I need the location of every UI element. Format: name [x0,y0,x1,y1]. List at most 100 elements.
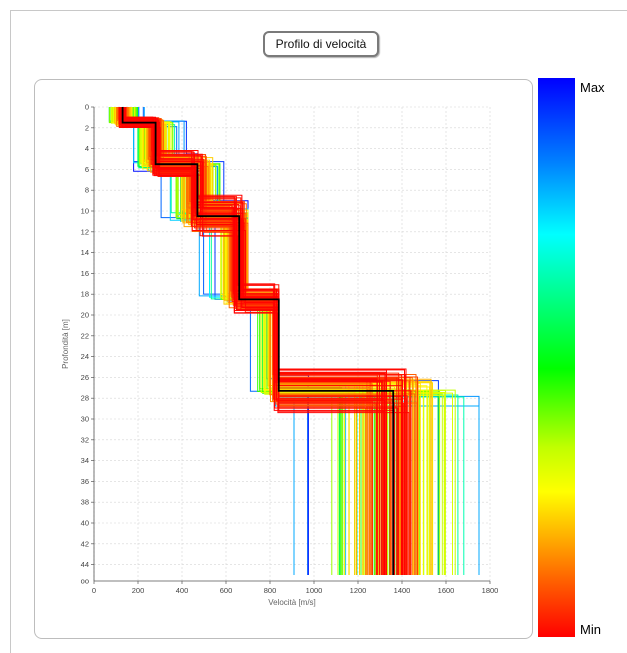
colorbar-max-label: Max [580,80,605,95]
ensemble-profile-line [113,107,446,575]
ensemble-profile-line [130,107,365,575]
ensemble-profile-line [109,107,376,575]
ensemble-profile-line [126,107,373,575]
ensemble-profile-line [128,107,383,575]
ensemble-profile-line [115,107,376,575]
ensemble-profile-line [134,107,362,575]
y-tick-label: 22 [81,331,89,340]
x-tick-label: 1600 [438,586,455,595]
ensemble-profile-line [119,107,378,575]
plot-panel [34,79,533,639]
ensemble-profile-line [126,107,368,575]
ensemble-profile-line [125,107,370,575]
ensemble-profile-line [128,107,357,575]
colorbar-min-label: Min [580,622,601,637]
y-tick-label: 42 [81,539,89,548]
ensemble-profile-line [124,107,358,575]
ensemble-profile-line [113,107,347,575]
ensemble-profile-line [123,107,394,575]
ensemble-profile-line [131,107,364,575]
colorbar [538,78,575,637]
ensemble-profile-line [133,107,343,575]
ensemble-profile-line [127,107,391,575]
y-tick-label: 0 [85,103,89,112]
ensemble-profiles [108,107,480,575]
ensemble-profile-line [114,107,373,575]
x-tick-label: 200 [132,586,145,595]
y-tick-label: 4 [85,144,89,153]
y-tick-label: 38 [81,498,89,507]
y-tick-label: 30 [81,415,89,424]
x-tick-label: 1800 [482,586,499,595]
ensemble-profile-line [124,107,394,575]
x-tick-label: 400 [176,586,189,595]
ensemble-profile-line [142,107,309,575]
ensemble-profile-line [111,107,402,575]
x-tick-label: 1000 [306,586,323,595]
ensemble-profile-line [121,107,407,575]
y-tick-label: 34 [81,456,89,465]
ensemble-profile-line [116,107,346,575]
ensemble-profile-line [120,107,372,575]
ensemble-profile-line [132,107,341,575]
ensemble-profile-line [124,107,410,575]
y-tick-label: 10 [81,207,89,216]
ensemble-profile-line [124,107,356,575]
y-tick-label: 40 [81,519,89,528]
y-tick-label: 28 [81,394,89,403]
ensemble-profile-line [128,107,356,575]
profile-title-button[interactable]: Profilo di velocità [263,31,379,57]
ensemble-profile-line [124,107,373,575]
ensemble-profile-line [122,107,402,575]
y-tick-label: 14 [81,248,89,257]
ensemble-profile-line [120,107,340,575]
y-tick-label: 20 [81,311,89,320]
ensemble-profile-line [122,107,385,575]
y-tick-label: 44 [81,560,89,569]
ensemble-profile-line [119,107,386,575]
y-tick-label: 26 [81,373,89,382]
ensemble-profile-line [108,107,356,575]
ensemble-profile-line [121,107,391,575]
x-tick-label: 1400 [394,586,411,595]
ensemble-profile-line [123,107,384,575]
axes: 0 200 400 600 800 1000 1200 1400 1600 18000246810… [61,103,498,608]
ensemble-profile-line [108,107,375,575]
ensemble-profile-line [121,107,360,575]
y-tick-label: 16 [81,269,89,278]
ensemble-profile-line [123,107,398,575]
x-tick-label: 600 [220,586,233,595]
ensemble-profile-line [120,107,339,575]
y-tick-label: 2 [85,123,89,132]
x-tick-label: 1200 [350,586,367,595]
ensemble-profile-line [123,107,384,575]
ensemble-profile-line [114,107,364,575]
y-tick-label: 18 [81,290,89,299]
ensemble-profile-line [127,107,390,575]
x-axis-title: Velocità [m/s] [268,598,316,607]
y-tick-label: 8 [85,186,89,195]
ensemble-profile-line [119,107,384,575]
y-tick-label: 36 [81,477,89,486]
ensemble-profile-line [130,107,367,575]
y-tick-label: 6 [85,165,89,174]
ensemble-profile-line [125,107,365,575]
ensemble-profile-line [134,107,344,575]
y-axis-title: Profondità [m] [61,319,70,369]
ensemble-profile-line [119,107,367,575]
best-profile-line [121,107,395,575]
window-top-border [10,10,627,11]
y-tick-label: 32 [81,435,89,444]
ensemble-profile-line [133,107,309,575]
y-tick-label: 24 [81,352,89,361]
ensemble-profile-line [118,107,378,575]
ensemble-profile-line [121,107,391,575]
ensemble-profile-line [135,107,343,575]
y-end-label: oo [81,577,89,586]
ensemble-profile-line [124,107,400,575]
ensemble-profile-line [122,107,391,575]
x-tick-label: 800 [264,586,277,595]
y-tick-label: 12 [81,227,89,236]
x-tick-label: 0 [92,586,96,595]
